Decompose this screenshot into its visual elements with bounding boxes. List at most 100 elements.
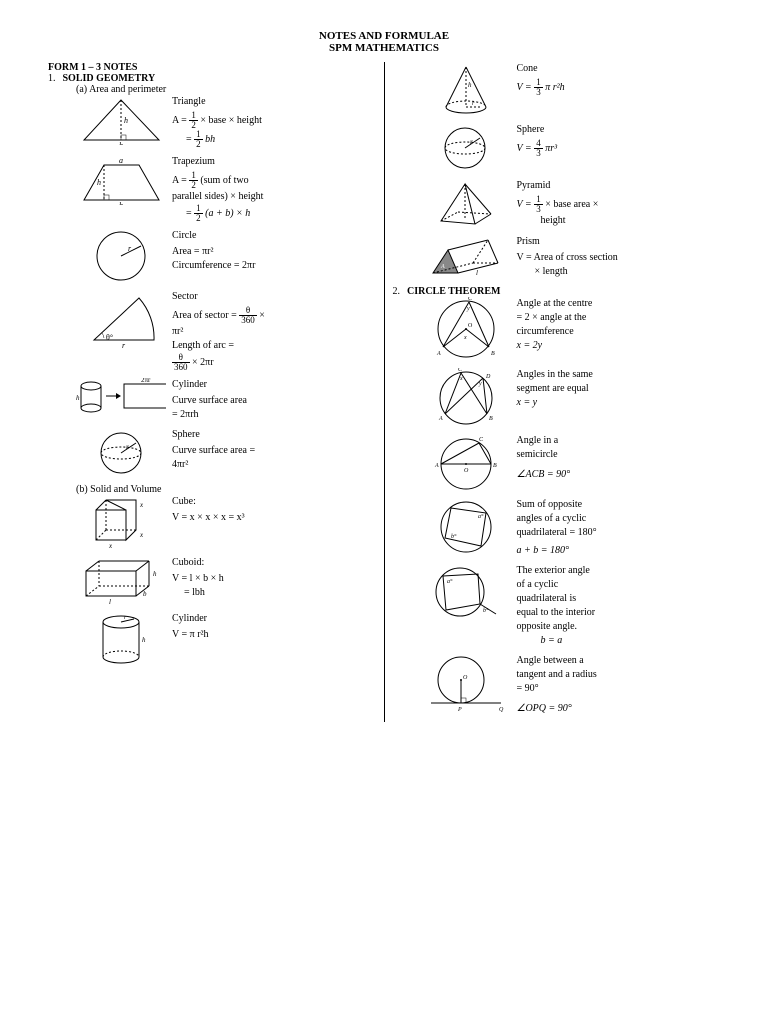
- row-ct6: OPQ Angle between a tangent and a radius…: [421, 654, 721, 716]
- cuboid-f1: V = l × b × h: [172, 572, 376, 586]
- row-pyramid: Pyramid V = 13 × base area × height: [421, 179, 721, 229]
- sphere-v-formula: Sphere V = 43 πr³: [517, 123, 721, 158]
- cylinder-v-formula: Cylinder V = π r²h: [172, 612, 376, 642]
- row-sector: θ°r Sector Area of sector = θ360 × πr² L…: [76, 290, 376, 372]
- sphere-v-name: Sphere: [517, 123, 721, 137]
- trapezium-name: Trapezium: [172, 155, 376, 169]
- trap-f2: parallel sides) × height: [172, 190, 376, 204]
- triangle-name: Triangle: [172, 95, 376, 109]
- svg-text:D: D: [485, 374, 491, 380]
- cuboid-name: Cuboid:: [172, 556, 376, 570]
- sphere-sa-formula: Sphere Curve surface area = 4πr²: [172, 428, 376, 472]
- sector-f3: Length of arc =: [172, 339, 376, 353]
- sub-b-label: (b): [76, 484, 88, 495]
- cyl-sa-f2: = 2πrh: [172, 408, 376, 422]
- ct6-text: Angle between a tangent and a radius = 9…: [517, 654, 721, 716]
- cone-diagram: hr: [421, 62, 511, 117]
- prism-formula: Prism V = Area of cross section × length: [517, 235, 721, 279]
- triangle-formula: Triangle A = 12 × base × height = 12 bh: [172, 95, 376, 149]
- svg-text:a°: a°: [478, 513, 484, 520]
- svg-text:A: A: [436, 351, 441, 357]
- cone-name: Cone: [517, 62, 721, 76]
- sector-f2: πr²: [172, 325, 376, 339]
- svg-text:r: r: [128, 244, 132, 253]
- trapezium-formula: Trapezium A = 12 (sum of two parallel si…: [172, 155, 376, 223]
- svg-text:a: a: [119, 156, 123, 165]
- svg-text:O: O: [468, 323, 473, 329]
- svg-text:b: b: [143, 590, 147, 598]
- svg-text:B: B: [491, 351, 495, 357]
- form-title: FORM 1 – 3 NOTES: [48, 62, 376, 73]
- ct6-diagram: OPQ: [421, 654, 511, 712]
- svg-text:P: P: [457, 707, 462, 712]
- row-ct5: a° b° The exterior angle of a cyclic quad…: [421, 564, 721, 648]
- sub-a-text: Area and perimeter: [89, 84, 166, 95]
- svg-text:x: x: [139, 501, 144, 509]
- row-triangle: hb Triangle A = 12 × base × height = 12 …: [76, 95, 376, 149]
- pyramid-formula: Pyramid V = 13 × base area × height: [517, 179, 721, 228]
- cuboid-f2: = lbh: [184, 586, 376, 600]
- sec1-title: SOLID GEOMETRY: [63, 73, 156, 84]
- row-prism: Al Prism V = Area of cross section × len…: [421, 235, 721, 280]
- svg-text:r: r: [470, 138, 473, 146]
- prism-diagram: Al: [421, 235, 511, 280]
- trapezium-diagram: a h b: [76, 155, 166, 205]
- sector-formula: Sector Area of sector = θ360 × πr² Lengt…: [172, 290, 376, 372]
- row-cuboid: hbl Cuboid: V = l × b × h = lbh: [76, 556, 376, 606]
- sphere-v-diagram: r: [421, 123, 511, 173]
- pyramid-diagram: [421, 179, 511, 229]
- svg-text:x: x: [139, 531, 144, 539]
- cylinder-sa-formula: Cylinder Curve surface area = 2πrh: [172, 378, 376, 422]
- sec2-title: CIRCLE THEOREM: [407, 286, 500, 297]
- svg-text:b: b: [119, 201, 123, 205]
- circle-diagram: r: [76, 229, 166, 284]
- cuboid-formula: Cuboid: V = l × b × h = lbh: [172, 556, 376, 600]
- ct2-text: Angles in the same segment are equal x =…: [517, 368, 721, 410]
- svg-text:B: B: [493, 463, 497, 469]
- row-cone: hr Cone V = 13 π r²h: [421, 62, 721, 117]
- sub-a-label: (a): [76, 84, 87, 95]
- svg-text:y: y: [466, 306, 470, 312]
- svg-text:C: C: [479, 437, 484, 443]
- svg-text:r: r: [472, 101, 475, 107]
- circle-f1: Area = πr²: [172, 245, 376, 259]
- sub-a: (a) Area and perimeter: [76, 84, 376, 95]
- row-sphere-v: r Sphere V = 43 πr³: [421, 123, 721, 173]
- sphere-sa-diagram: r: [76, 428, 166, 478]
- row-cylinder-sa: 2πrh Cylinder Curve surface area = 2πrh: [76, 378, 376, 422]
- svg-text:h: h: [76, 394, 80, 402]
- cube-diagram: xxx: [76, 495, 166, 550]
- sector-diagram: θ°r: [76, 290, 166, 350]
- prism-name: Prism: [517, 235, 721, 249]
- ct3-text: Angle in a semicircle ∠ACB = 90°: [517, 434, 721, 482]
- cylinder-v-diagram: rh: [76, 612, 166, 667]
- prism-f1: V = Area of cross section: [517, 251, 721, 265]
- cube-name: Cube:: [172, 495, 376, 509]
- sphere-sa-f2: 4πr²: [172, 458, 376, 472]
- section-1-heading: 1. SOLID GEOMETRY: [48, 73, 376, 84]
- svg-text:h: h: [468, 81, 472, 89]
- circle-name: Circle: [172, 229, 376, 243]
- cylinder-sa-diagram: 2πrh: [76, 378, 166, 418]
- ct5-text: The exterior angle of a cyclic quadrilat…: [517, 564, 721, 648]
- sec1-num: 1.: [48, 73, 60, 84]
- svg-text:A: A: [440, 264, 445, 270]
- sub-b: (b) Solid and Volume: [76, 484, 376, 495]
- prism-f2: × length: [535, 265, 721, 279]
- row-cylinder-v: rh Cylinder V = π r²h: [76, 612, 376, 667]
- cyl-v-name: Cylinder: [172, 612, 376, 626]
- svg-text:b°: b°: [483, 607, 489, 614]
- header-line2: SPM MATHEMATICS: [40, 42, 728, 54]
- sub-b-text: Solid and Volume: [90, 484, 161, 495]
- ct5-diagram: a° b°: [421, 564, 511, 622]
- triangle-diagram: hb: [76, 95, 166, 145]
- svg-text:h: h: [153, 570, 157, 578]
- sector-name: Sector: [172, 290, 376, 304]
- svg-text:h: h: [97, 178, 101, 187]
- header-line1: NOTES AND FORMULAE: [40, 30, 728, 42]
- left-column: FORM 1 – 3 NOTES 1. SOLID GEOMETRY (a) A…: [40, 62, 385, 722]
- svg-text:a°: a°: [447, 578, 453, 585]
- svg-text:O: O: [463, 675, 468, 681]
- row-ct1: OyxABC Angle at the centre = 2 × angle a…: [421, 297, 721, 362]
- row-circle: r Circle Area = πr² Circumference = 2πr: [76, 229, 376, 284]
